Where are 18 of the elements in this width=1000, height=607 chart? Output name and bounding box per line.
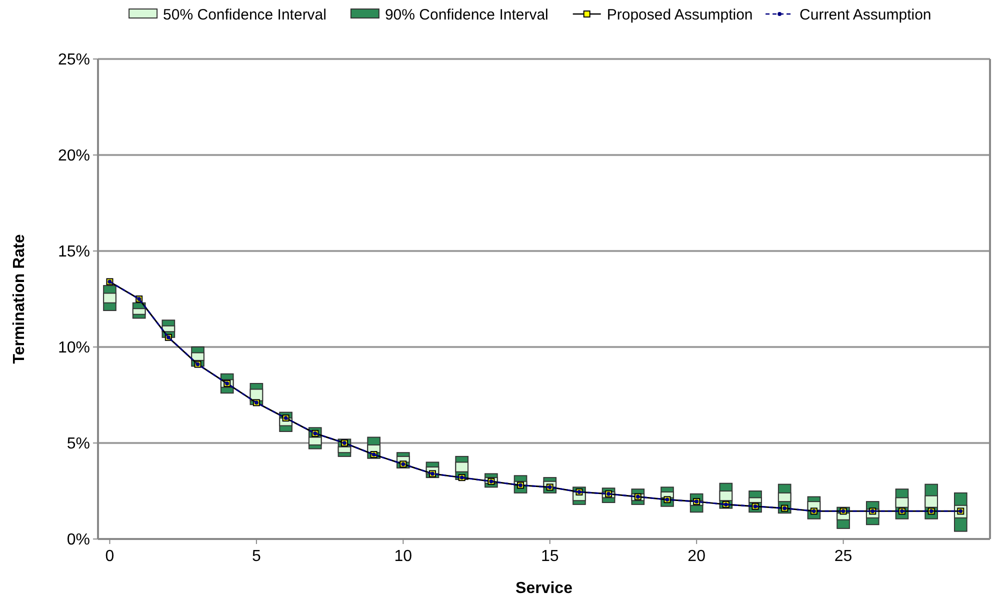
legend-label: 90% Confidence Interval — [384, 6, 548, 24]
y-tick-label: 20% — [58, 148, 90, 165]
y-tick-label: 25% — [58, 52, 90, 69]
legend-label: Current Assumption — [800, 6, 932, 24]
x-tick-label: 20 — [688, 548, 706, 565]
y-tick-label: 10% — [58, 340, 90, 357]
x-tick-label: 25 — [834, 548, 852, 565]
y-tick-label: 0% — [66, 532, 90, 549]
x-axis-title: Service — [516, 580, 573, 597]
legend-label: 50% Confidence Interval — [163, 6, 326, 24]
legend-label: Proposed Assumption — [606, 6, 753, 24]
y-tick-label: 5% — [66, 436, 90, 453]
x-tick-label: 10 — [394, 548, 412, 565]
x-tick-label: 0 — [105, 548, 114, 565]
y-tick-label: 15% — [58, 244, 90, 261]
x-tick-label: 15 — [540, 548, 559, 565]
y-axis-title: Termination Rate — [11, 234, 28, 364]
x-tick-label: 5 — [252, 548, 261, 565]
